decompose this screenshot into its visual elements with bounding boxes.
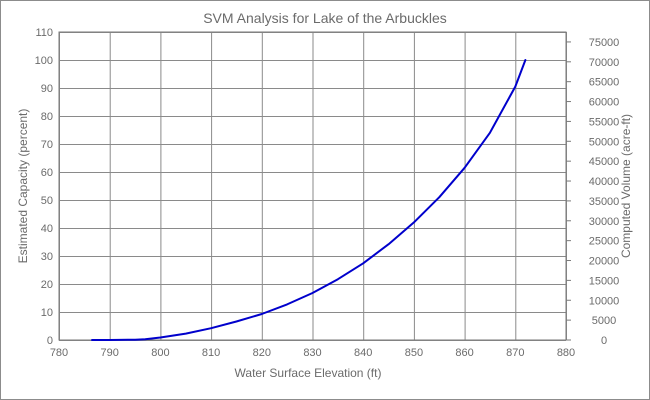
- x-tick-label: 850: [405, 347, 423, 359]
- y2-tick-label: 55000: [589, 116, 620, 128]
- y-tick-label: 60: [41, 167, 53, 179]
- x-tick-label: 860: [455, 347, 473, 359]
- y-tick-label: 80: [41, 111, 53, 123]
- y2-axis-ticks: 0 5000 10000 15000 20000 25000 30000 35000 40000…: [566, 37, 619, 347]
- x-tick-label: 820: [253, 347, 271, 359]
- y-tick-label: 0: [47, 335, 53, 347]
- grid-lines: [59, 32, 567, 341]
- y2-tick-label: 75000: [589, 37, 620, 49]
- y-tick-label: 30: [41, 251, 53, 263]
- x-tick-label: 800: [151, 347, 169, 359]
- series-line-capacity: [91, 59, 527, 341]
- y2-tick-label: 65000: [589, 77, 620, 89]
- y2-tick-label: 50000: [589, 136, 620, 148]
- x-tick-label: 870: [506, 347, 524, 359]
- y-axis-title: Estimated Capacity (percent): [16, 109, 30, 264]
- y2-tick-label: 20000: [589, 256, 620, 268]
- y2-tick-label: 30000: [589, 216, 620, 228]
- y2-tick-label: 5000: [592, 315, 616, 327]
- x-axis-ticks: 780 790 800 810 820 830 840 850 860 870 880: [50, 347, 575, 359]
- y2-tick-label: 40000: [589, 176, 620, 188]
- y2-tick-label: 45000: [589, 156, 620, 168]
- x-tick-label: 810: [202, 347, 220, 359]
- x-tick-label: 880: [557, 347, 575, 359]
- y2-axis-title: Computed Volume (acre-ft): [619, 114, 633, 258]
- x-tick-label: 790: [101, 347, 119, 359]
- plot-area: [58, 31, 567, 341]
- y2-tick-label: 15000: [589, 275, 620, 287]
- y-tick-label: 100: [35, 55, 53, 67]
- y2-tick-label: 0: [601, 335, 607, 347]
- y-tick-label: 50: [41, 195, 53, 207]
- y2-tick-label: 35000: [589, 196, 620, 208]
- y2-tick-label: 25000: [589, 236, 620, 248]
- x-axis-title: Water Surface Elevation (ft): [235, 366, 382, 380]
- x-tick-label: 780: [50, 347, 68, 359]
- y-tick-label: 10: [41, 307, 53, 319]
- chart-title: SVM Analysis for Lake of the Arbuckles: [203, 10, 447, 26]
- y2-tick-label: 60000: [589, 97, 620, 109]
- x-tick-label: 830: [303, 347, 321, 359]
- y2-tick-label: 10000: [589, 295, 620, 307]
- y-axis-ticks: 0 10 20 30 40 50 60 70 80 90 100 110: [35, 27, 53, 347]
- series-layer: [91, 59, 527, 341]
- y-tick-label: 90: [41, 83, 53, 95]
- y-tick-label: 110: [35, 27, 53, 39]
- x-tick-label: 840: [354, 347, 372, 359]
- y-tick-label: 40: [41, 223, 53, 235]
- y-tick-label: 20: [41, 279, 53, 291]
- y-tick-label: 70: [41, 139, 53, 151]
- y2-tick-label: 70000: [589, 57, 620, 69]
